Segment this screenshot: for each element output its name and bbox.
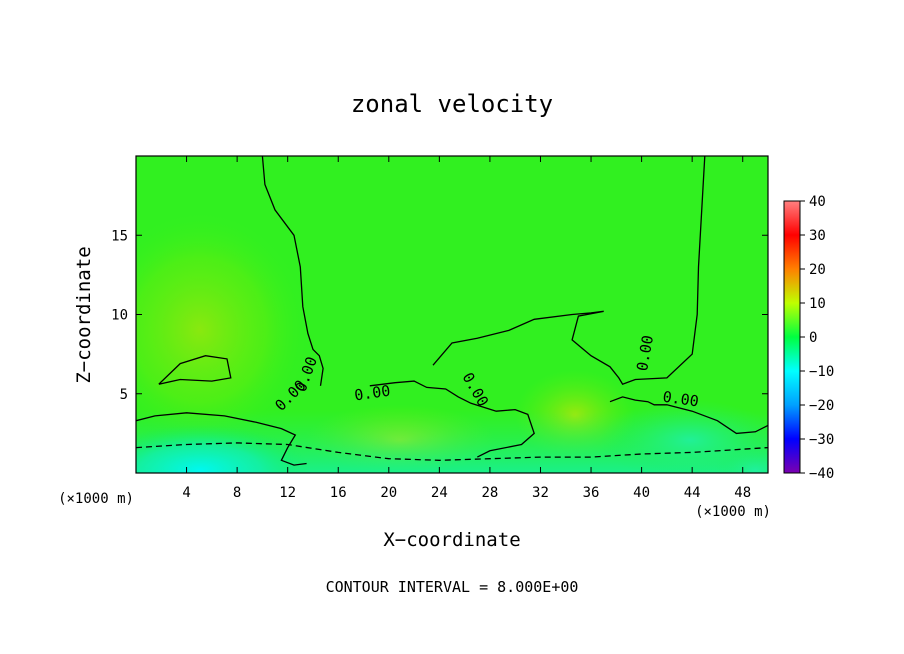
contour-label: 0.00 <box>353 382 391 405</box>
x-unit-label-right: (×1000 m) <box>695 504 771 520</box>
colorbar-tick-label: −20 <box>809 398 834 414</box>
contour-label: 0.00 <box>662 388 700 411</box>
x-tick-label: 28 <box>481 485 498 501</box>
colorbar-tick-label: −10 <box>809 364 834 380</box>
x-tick-label: 40 <box>633 485 650 501</box>
contour-label: 0.00 <box>633 334 657 373</box>
contour-line-2 <box>261 156 324 386</box>
colorbar-tick-label: −40 <box>809 466 834 482</box>
colorbar-tick-label: 30 <box>809 228 826 244</box>
field-region-negative-corner <box>715 448 768 473</box>
contour-line-6 <box>609 396 768 435</box>
contour-interval-note: CONTOUR INTERVAL = 8.000E+00 <box>326 578 579 596</box>
contour-layer <box>136 156 768 466</box>
x-unit-label-left: (×1000 m) <box>58 491 134 507</box>
colorbar: 40 30 20 10 0 −10 −20 −30 −40 <box>783 194 834 482</box>
x-tick-label: 32 <box>532 485 549 501</box>
colorbar-tick-label: −30 <box>809 432 834 448</box>
x-tick-label: 44 <box>684 485 701 501</box>
x-axis: 4 8 12 16 20 24 28 32 36 40 44 48 <box>182 156 751 501</box>
contour-line-5 <box>369 380 535 458</box>
x-tick-label: 48 <box>734 485 751 501</box>
x-tick-label: 8 <box>233 485 241 501</box>
field-region-negative-left <box>136 425 310 473</box>
y-axis-title: Z−coordinate <box>73 246 95 383</box>
colorbar-gradient <box>783 200 801 474</box>
x-tick-label: 4 <box>182 485 190 501</box>
x-tick-label: 16 <box>330 485 347 501</box>
velocity-field <box>136 156 768 473</box>
contour-line-4 <box>432 156 706 385</box>
y-tick-label: 5 <box>120 387 128 403</box>
y-tick-label: 15 <box>111 228 128 244</box>
colorbar-tick-label: 40 <box>809 194 826 210</box>
x-tick-label: 24 <box>431 485 448 501</box>
colorbar-ticks: 40 30 20 10 0 −10 −20 −30 −40 <box>800 194 834 482</box>
x-tick-label: 20 <box>380 485 397 501</box>
y-axis: 5 10 15 <box>111 228 768 403</box>
y-tick-label: 10 <box>111 308 128 324</box>
contour-line-0 <box>158 355 232 385</box>
x-tick-label: 36 <box>583 485 600 501</box>
field-region-negative-right <box>600 400 768 473</box>
x-tick-label: 12 <box>279 485 296 501</box>
contour-line-3 <box>136 412 307 466</box>
field-region-positive-left <box>136 210 310 450</box>
colorbar-tick-label: 10 <box>809 296 826 312</box>
colorbar-tick-label: 0 <box>809 330 817 346</box>
x-axis-title: X−coordinate <box>383 529 520 551</box>
colorbar-tick-label: 20 <box>809 262 826 278</box>
chart-title: zonal velocity <box>351 90 553 118</box>
